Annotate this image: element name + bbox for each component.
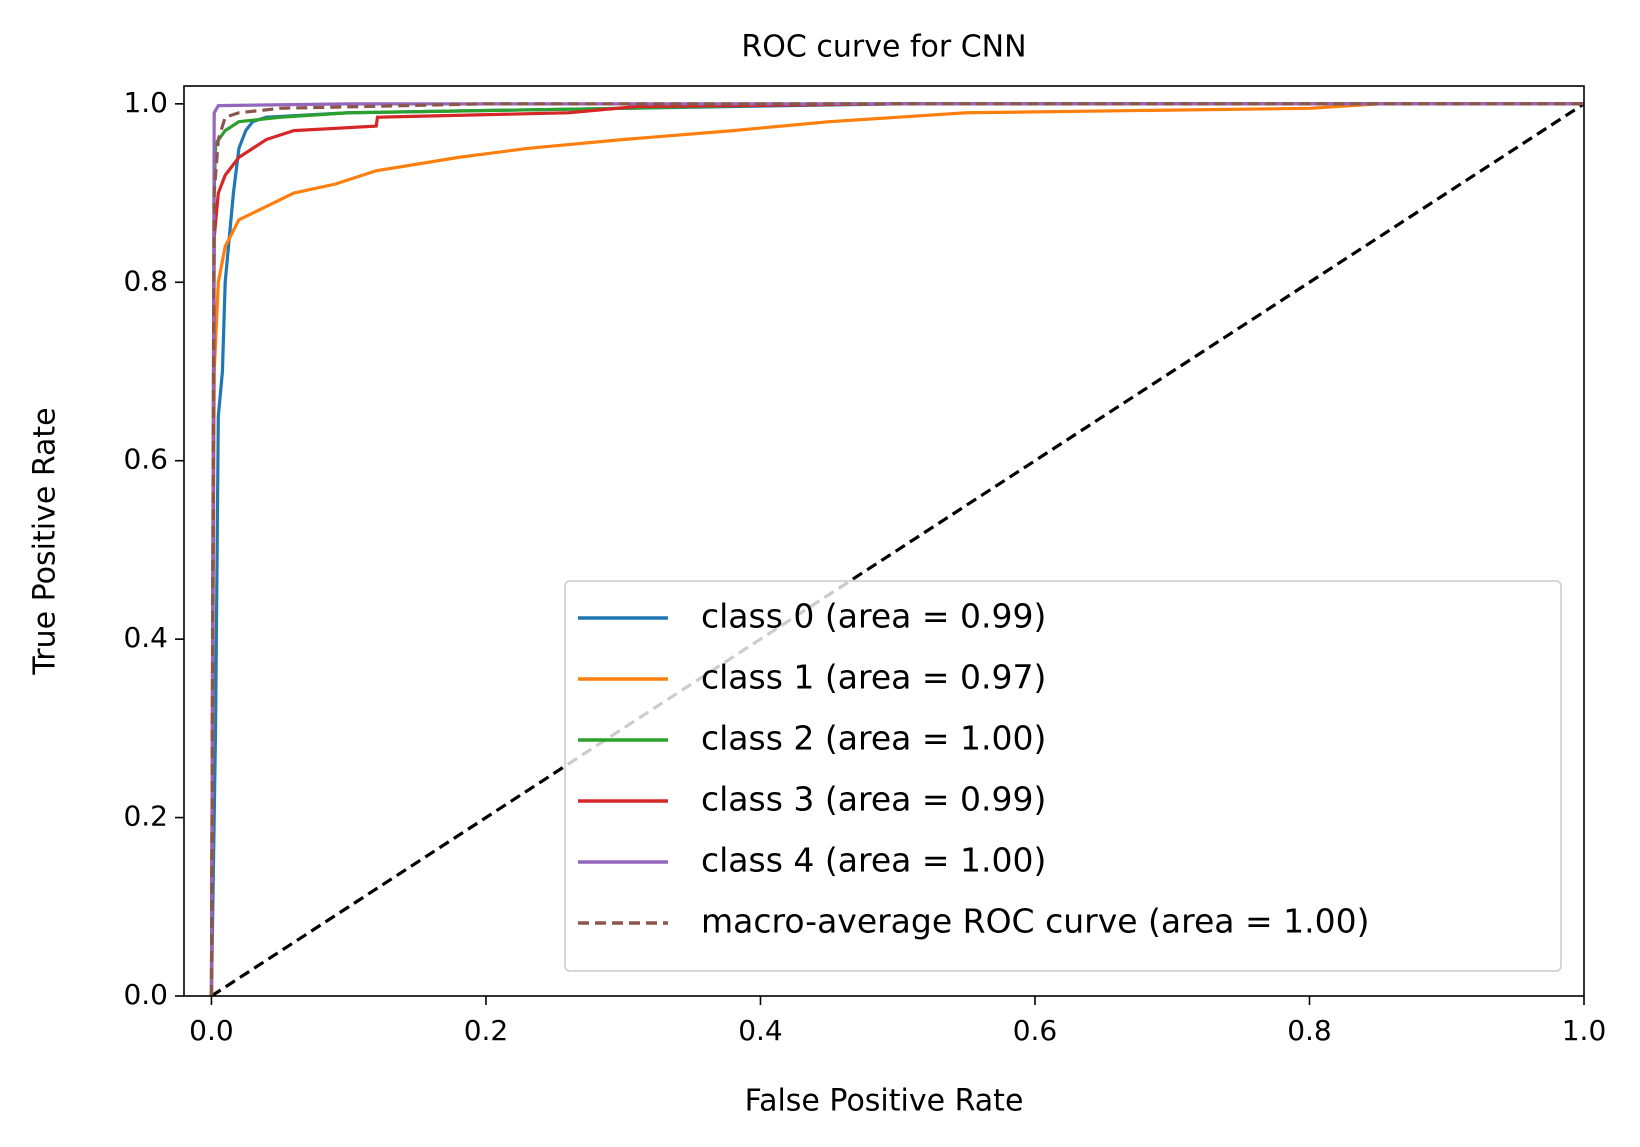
roc-curve (209, 102, 1584, 996)
legend-box (564, 580, 1562, 972)
legend-label: class 0 (area = 0.99) (701, 597, 1046, 636)
legend-label: macro-average ROC curve (area = 1.00) (701, 902, 1369, 941)
y-tick-label: 0.0 (123, 978, 168, 1011)
plot-frame (183, 85, 1585, 997)
x-tick-label: 0.4 (738, 1014, 783, 1047)
y-tick-label: 0.6 (123, 443, 168, 476)
y-axis-label: True Positive Rate (28, 407, 63, 675)
x-tick-label: 0.0 (189, 1014, 234, 1047)
chart-title: ROC curve for CNN (741, 30, 1026, 65)
legend-label: class 4 (area = 1.00) (701, 841, 1046, 880)
y-tick-label: 0.4 (123, 621, 168, 654)
x-tick-label: 1.0 (1562, 1014, 1607, 1047)
legend-label: class 3 (area = 0.99) (701, 780, 1046, 819)
x-tick-label: 0.8 (1287, 1014, 1332, 1047)
reference-line (210, 102, 1584, 996)
roc-curve (209, 102, 1584, 996)
y-tick-label: 0.2 (123, 800, 168, 833)
plot-area (209, 102, 1584, 996)
roc-curve (209, 102, 1584, 996)
y-tick-label: 1.0 (123, 86, 168, 119)
x-axis-label: False Positive Rate (745, 1084, 1024, 1119)
x-tick-label: 0.6 (1013, 1014, 1058, 1047)
legend-label: class 1 (area = 0.97) (701, 658, 1046, 697)
legend-label: class 2 (area = 1.00) (701, 719, 1046, 758)
y-tick-label: 0.8 (123, 264, 168, 297)
x-tick-label: 0.2 (464, 1014, 509, 1047)
